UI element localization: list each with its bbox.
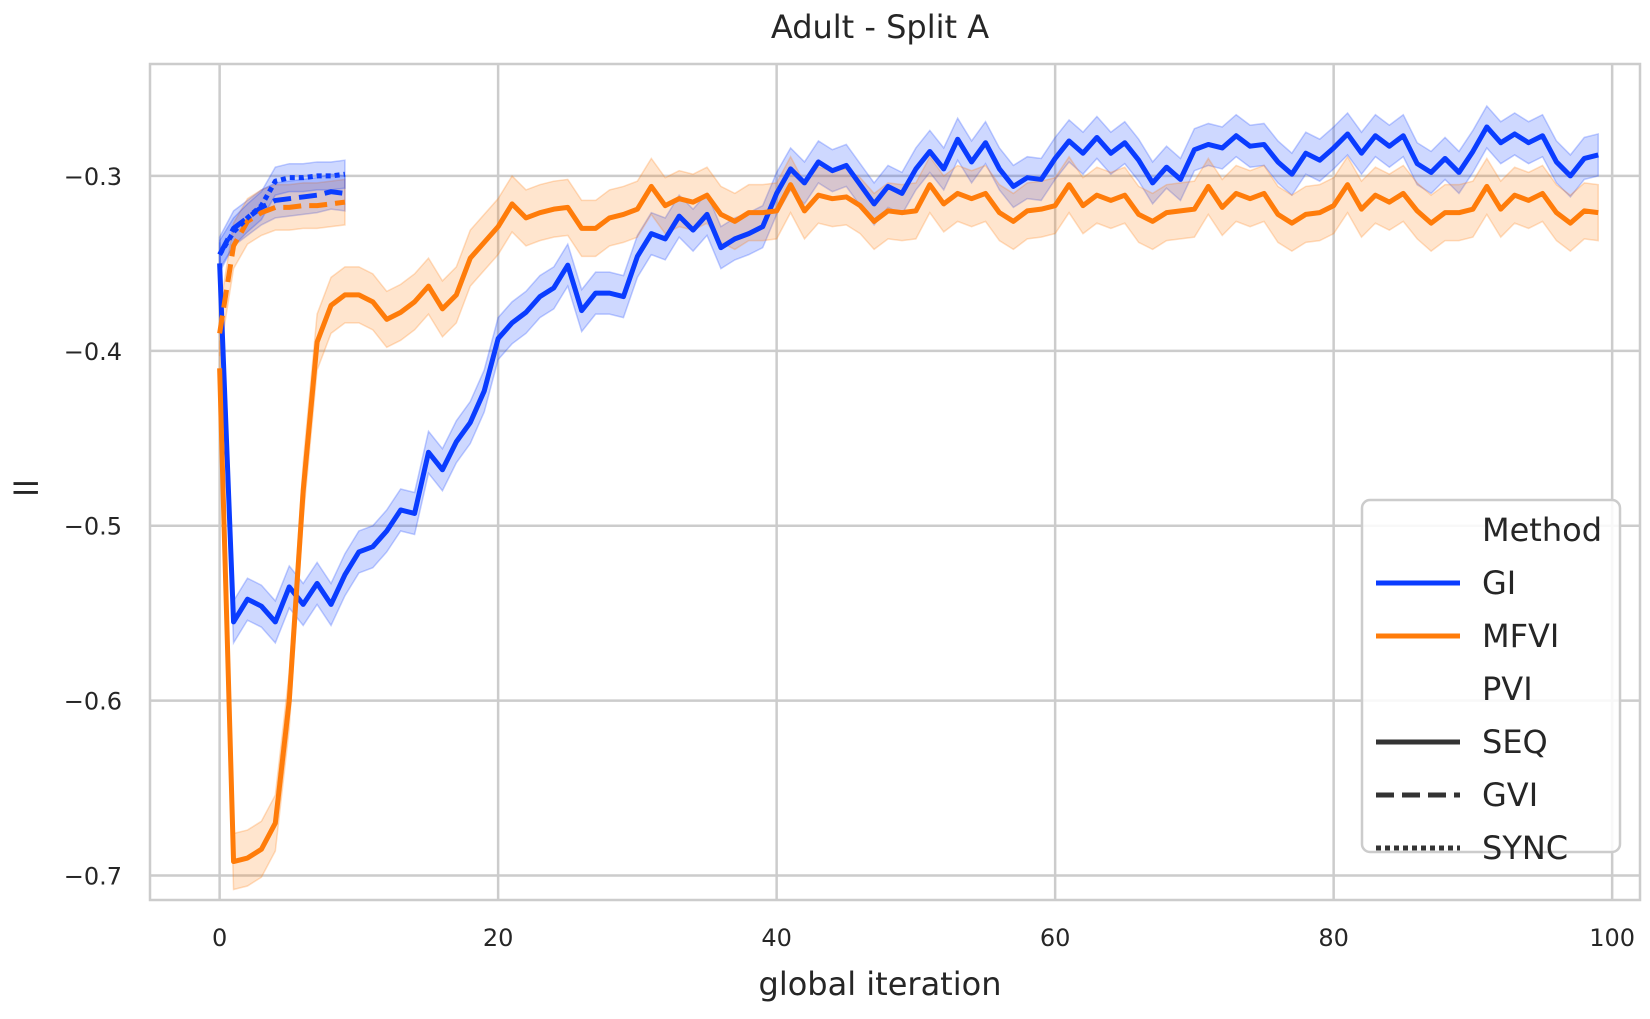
legend-label-sync: SYNC <box>1482 829 1568 867</box>
y-tick-label: −0.7 <box>64 863 122 891</box>
y-axis-title: ll <box>8 479 46 497</box>
x-tick-label: 60 <box>1040 924 1071 952</box>
legend-label-gi: GI <box>1482 564 1516 602</box>
y-tick-label: −0.5 <box>64 513 122 541</box>
band-gi-gvi <box>218 173 346 273</box>
plot-frame <box>148 62 1642 902</box>
series-line-gi-seq <box>217 124 1599 625</box>
series-line-gi-sync <box>217 171 346 256</box>
legend-label-mfvi: MFVI <box>1482 617 1559 655</box>
y-tick-label: −0.6 <box>64 688 122 716</box>
x-tick-label: 40 <box>761 924 792 952</box>
grid <box>150 64 1640 900</box>
legend: Method GI MFVI PVI SEQ GVI SYNC <box>1360 498 1622 867</box>
legend-title-method: Method <box>1482 511 1602 549</box>
series-line-mfvi-gvi <box>217 199 346 334</box>
x-tick-label: 0 <box>212 924 227 952</box>
legend-label-gvi: GVI <box>1482 776 1538 814</box>
y-tick-label: −0.3 <box>64 163 122 191</box>
legend-title-pvi: PVI <box>1482 670 1533 708</box>
chart-title: Adult - Split A <box>771 8 989 46</box>
x-tick-label: 100 <box>1589 924 1635 952</box>
x-tick-label: 20 <box>483 924 514 952</box>
band-mfvi-gvi <box>218 178 346 357</box>
legend-box <box>1360 498 1622 854</box>
legend-label-seq: SEQ <box>1482 723 1548 761</box>
x-axis-title: global iteration <box>759 965 1002 1003</box>
tick-labels: 0 20 40 60 80 100 −0.7 −0.6 −0.5 −0.4 −0.3 <box>64 163 1635 952</box>
x-tick-label: 80 <box>1318 924 1349 952</box>
y-tick-label: −0.4 <box>64 338 122 366</box>
series-lines <box>217 124 1599 865</box>
series-line-mfvi-seq <box>217 182 1599 865</box>
band-gi-sync <box>218 159 346 272</box>
